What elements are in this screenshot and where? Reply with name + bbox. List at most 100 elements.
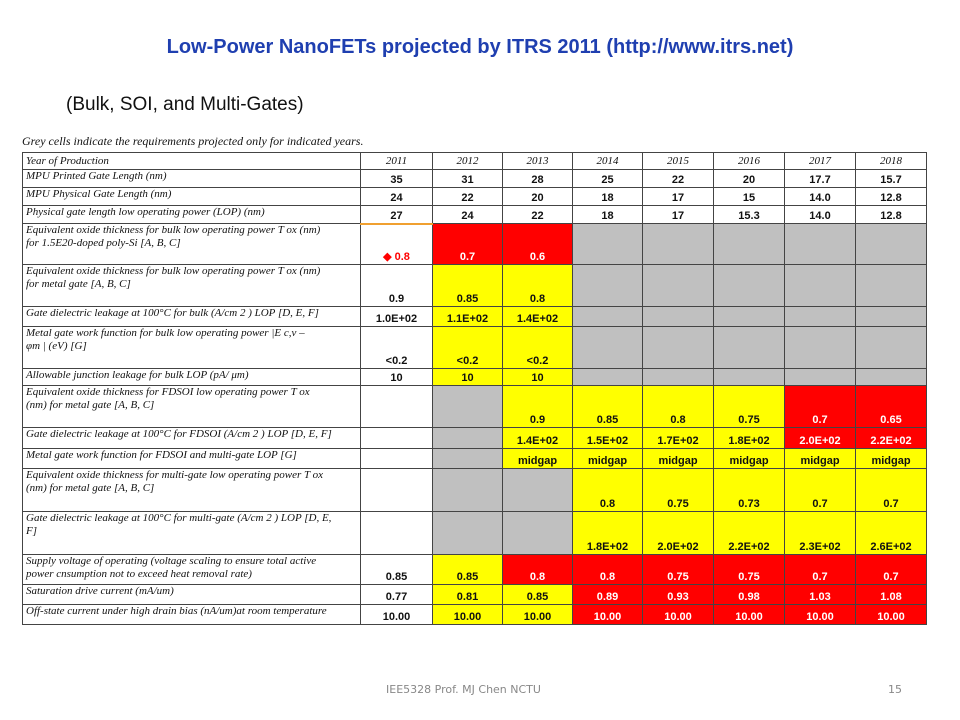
table-cell: 0.6 — [502, 223, 573, 265]
table-cell: 35 — [360, 169, 433, 188]
row-label: Allowable junction leakage for bulk LOP … — [22, 368, 361, 386]
table-cell — [855, 306, 927, 327]
table-cell: 27 — [360, 205, 433, 224]
table-cell: 22 — [502, 205, 573, 224]
table-cell: 2.6E+02 — [855, 511, 927, 555]
cell-value: 0.8 — [394, 251, 410, 264]
table-cell: 0.7 — [784, 554, 856, 585]
table-cell: 10.00 — [784, 604, 856, 625]
table-cell: midgap — [784, 448, 856, 469]
table-cell: 0.98 — [713, 584, 785, 605]
row-label: Gate dielectric leakage at 100°C for FDS… — [22, 427, 361, 449]
table-cell: 22 — [642, 169, 714, 188]
table-cell: 31 — [432, 169, 503, 188]
table-cell: 0.8 — [502, 554, 573, 585]
table-cell: midgap — [642, 448, 714, 469]
table-cell: 15 — [713, 187, 785, 206]
table-cell: 14.0 — [784, 187, 856, 206]
table-cell: 1.8E+02 — [572, 511, 643, 555]
table-cell: 1.1E+02 — [432, 306, 503, 327]
table-cell — [360, 448, 433, 469]
table-cell: 18 — [572, 205, 643, 224]
table-cell: 17.7 — [784, 169, 856, 188]
row-label: Equivalent oxide thickness for multi-gat… — [22, 468, 361, 512]
slide-subtitle: (Bulk, SOI, and Multi-Gates) — [66, 94, 304, 115]
table-cell: 1.7E+02 — [642, 427, 714, 449]
table-cell: 10 — [360, 368, 433, 386]
table-cell — [572, 306, 643, 327]
table-cell — [855, 326, 927, 369]
table-cell: 0.89 — [572, 584, 643, 605]
table-cell: 10.00 — [713, 604, 785, 625]
table-cell: 15.7 — [855, 169, 927, 188]
table-cell — [855, 264, 927, 307]
table-cell — [713, 223, 785, 265]
header-label: Year of Production — [22, 152, 361, 170]
table-row: Equivalent oxide thickness for bulk low … — [22, 264, 927, 307]
table-row: Off-state current under high drain bias … — [22, 604, 927, 625]
table-cell: 0.75 — [713, 385, 785, 428]
year-header: 2012 — [432, 152, 503, 170]
table-cell — [502, 511, 573, 555]
table-header-row: Year of Production 2011 2012 2013 2014 2015 20… — [22, 152, 927, 170]
table-cell: 0.85 — [360, 554, 433, 585]
table-cell: 10.00 — [855, 604, 927, 625]
table-row: Equivalent oxide thickness for bulk low … — [22, 222, 927, 265]
table-cell: 2.2E+02 — [855, 427, 927, 449]
table-cell: 15.3 — [713, 205, 785, 224]
year-header: 2017 — [784, 152, 856, 170]
year-header: 2014 — [572, 152, 643, 170]
itrs-table: Year of Production 2011 2012 2013 2014 2015 20… — [22, 152, 927, 625]
table-cell: 0.7 — [784, 385, 856, 428]
table-cell: 10 — [502, 368, 573, 386]
table-cell: 0.9 — [502, 385, 573, 428]
table-row: Gate dielectric leakage at 100°C for bul… — [22, 306, 927, 327]
table-cell: 0.8 — [572, 554, 643, 585]
table-cell: 0.7 — [432, 223, 503, 265]
table-cell: 0.75 — [642, 468, 714, 512]
table-cell: 22 — [432, 187, 503, 206]
table-row: Saturation drive current (mA/um) 0.77 0.81… — [22, 584, 927, 605]
table-cell — [572, 326, 643, 369]
row-label: Supply voltage of operating (voltage sca… — [22, 554, 361, 585]
table-cell: 0.75 — [713, 554, 785, 585]
table-cell: 25 — [572, 169, 643, 188]
table-cell — [784, 306, 856, 327]
row-label: MPU Physical Gate Length (nm) — [22, 187, 361, 206]
table-cell: 1.08 — [855, 584, 927, 605]
table-cell: 1.03 — [784, 584, 856, 605]
table-cell: 0.8 — [572, 468, 643, 512]
table-cell — [572, 264, 643, 307]
table-cell: 0.85 — [502, 584, 573, 605]
slide-footer: IEE5328 Prof. MJ Chen NCTU — [386, 683, 541, 696]
table-row: Equivalent oxide thickness for FDSOI low… — [22, 385, 927, 428]
table-cell — [572, 223, 643, 265]
row-label: Saturation drive current (mA/um) — [22, 584, 361, 605]
row-label: Off-state current under high drain bias … — [22, 604, 361, 625]
table-cell: 0.85 — [572, 385, 643, 428]
table-cell: 2.2E+02 — [713, 511, 785, 555]
table-cell: 1.5E+02 — [572, 427, 643, 449]
table-cell: midgap — [855, 448, 927, 469]
table-cell: 2.3E+02 — [784, 511, 856, 555]
table-cell — [432, 385, 503, 428]
page-number: 15 — [888, 683, 902, 696]
table-cell: 0.9 — [360, 264, 433, 307]
table-cell: ◆ 0.8 — [360, 222, 433, 265]
row-label: Equivalent oxide thickness for FDSOI low… — [22, 385, 361, 428]
table-cell: 10 — [432, 368, 503, 386]
table-row: Gate dielectric leakage at 100°C for FDS… — [22, 427, 927, 449]
table-cell: 1.4E+02 — [502, 306, 573, 327]
table-cell — [784, 368, 856, 386]
table-cell — [432, 511, 503, 555]
table-cell: 17 — [642, 187, 714, 206]
table-cell: 12.8 — [855, 205, 927, 224]
table-cell: <0.2 — [432, 326, 503, 369]
table-cell: 0.7 — [855, 554, 927, 585]
table-cell: midgap — [502, 448, 573, 469]
table-cell — [855, 368, 927, 386]
table-cell: 0.7 — [855, 468, 927, 512]
row-label: Physical gate length low operating power… — [22, 205, 361, 224]
table-row: Metal gate work function for bulk low op… — [22, 326, 927, 369]
table-cell — [360, 511, 433, 555]
